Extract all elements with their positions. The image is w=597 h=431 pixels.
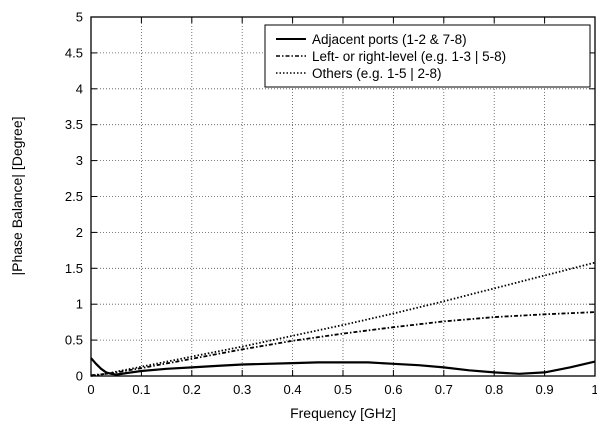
legend-entry-others: Others (e.g. 1-5 | 2-8) bbox=[312, 66, 442, 81]
legend-entry-adjacent: Adjacent ports (1-2 & 7-8) bbox=[312, 32, 467, 47]
x-tick-label: 0.5 bbox=[334, 382, 352, 397]
x-tick-label: 1 bbox=[591, 382, 597, 397]
x-tick-label: 0.9 bbox=[536, 382, 554, 397]
x-tick-label: 0.8 bbox=[485, 382, 503, 397]
y-axis-label: |Phase Balance| [Degree] bbox=[9, 116, 25, 275]
x-tick-label: 0.6 bbox=[384, 382, 402, 397]
y-tick-label: 3.5 bbox=[65, 117, 83, 132]
y-tick-label: 3 bbox=[76, 153, 83, 168]
y-tick-label: 2 bbox=[76, 225, 83, 240]
y-tick-label: 1 bbox=[76, 297, 83, 312]
y-tick-label: 0.5 bbox=[65, 333, 83, 348]
legend-entry-left-right: Left- or right-level (e.g. 1-3 | 5-8) bbox=[312, 49, 506, 64]
y-tick-label: 0 bbox=[76, 369, 83, 384]
grid-lines bbox=[91, 17, 595, 376]
plot-series bbox=[90, 261, 596, 377]
x-tick-label: 0.4 bbox=[284, 382, 302, 397]
x-axis-label: Frequency [GHz] bbox=[290, 405, 396, 421]
legend: Adjacent ports (1-2 & 7-8) Left- or righ… bbox=[264, 24, 591, 88]
x-tick-label: 0.1 bbox=[132, 382, 150, 397]
legend-box bbox=[264, 24, 591, 88]
x-tick-label: 0.2 bbox=[183, 382, 201, 397]
x-tick-label: 0 bbox=[87, 382, 94, 397]
x-tick-label: 0.3 bbox=[233, 382, 251, 397]
series-line-2 bbox=[90, 261, 596, 377]
y-tick-label: 5 bbox=[76, 10, 83, 25]
series-line-0 bbox=[90, 357, 596, 376]
x-tick-label: 0.7 bbox=[435, 382, 453, 397]
axis-ticks: 0 0.1 0.2 0.3 0.4 0.5 0.6 0.7 0.8 0.9 1 0 0.5 1 1.5 2 2.… bbox=[65, 10, 597, 398]
y-tick-label: 2.5 bbox=[65, 189, 83, 204]
y-tick-label: 4.5 bbox=[65, 45, 83, 60]
y-tick-label: 4 bbox=[76, 81, 83, 96]
y-tick-label: 1.5 bbox=[65, 261, 83, 276]
